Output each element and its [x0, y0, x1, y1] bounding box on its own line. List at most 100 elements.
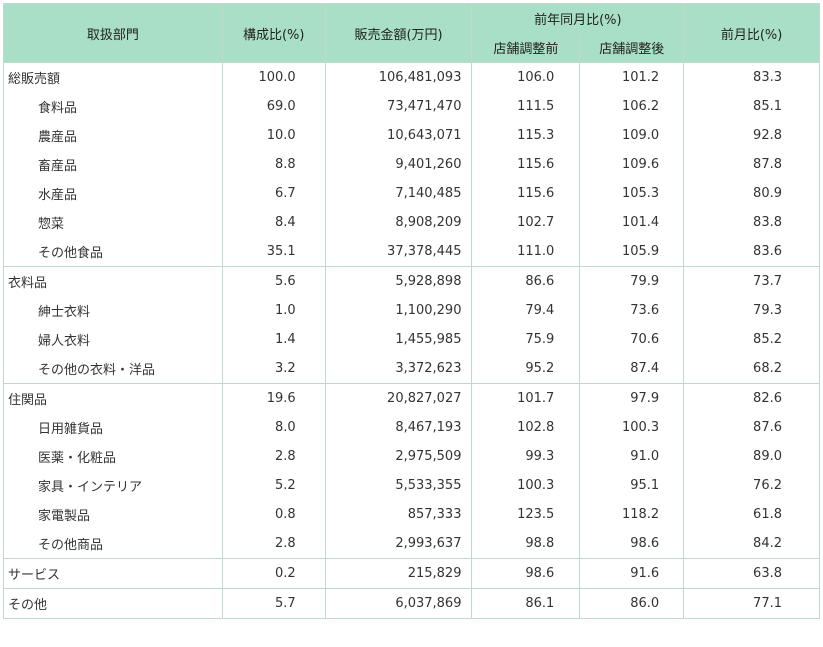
mom-value: 68.2	[683, 354, 820, 384]
yoy-after-value: 91.0	[579, 442, 685, 471]
header-yoy-after: 店舗調整後	[579, 33, 685, 63]
yoy-before-value: 86.1	[471, 588, 581, 619]
composition-value: 8.4	[221, 208, 326, 237]
table-row: その他食品 35.1 37,378,445 111.0 105.9 83.6	[3, 237, 820, 267]
table-row: 畜産品 8.8 9,401,260 115.6 109.6 87.8	[3, 150, 820, 179]
yoy-after-value: 79.9	[579, 266, 685, 296]
yoy-before-value: 102.7	[471, 208, 581, 237]
table-row: 家電製品 0.8 857,333 123.5 118.2 61.8	[3, 500, 820, 529]
mom-value: 87.8	[683, 150, 820, 179]
composition-value: 8.0	[221, 413, 326, 442]
sales-value: 5,928,898	[324, 266, 473, 296]
composition-value: 5.2	[221, 471, 326, 500]
sales-value: 10,643,071	[324, 121, 473, 150]
mom-value: 84.2	[683, 529, 820, 559]
table-row: 婦人衣料 1.4 1,455,985 75.9 70.6 85.2	[3, 325, 820, 354]
department-name: サービス	[3, 558, 223, 589]
sales-value: 1,455,985	[324, 325, 473, 354]
yoy-after-value: 109.6	[579, 150, 685, 179]
table-row: その他の衣料・洋品 3.2 3,372,623 95.2 87.4 68.2	[3, 354, 820, 384]
sales-value: 1,100,290	[324, 296, 473, 325]
yoy-before-value: 123.5	[471, 500, 581, 529]
sales-value: 6,037,869	[324, 588, 473, 619]
mom-value: 80.9	[683, 179, 820, 208]
mom-value: 83.6	[683, 237, 820, 267]
yoy-after-value: 118.2	[579, 500, 685, 529]
yoy-after-value: 100.3	[579, 413, 685, 442]
department-name: その他	[3, 588, 223, 619]
mom-value: 63.8	[683, 558, 820, 589]
department-name: 総販売額	[3, 62, 223, 92]
table-row: サービス 0.2 215,829 98.6 91.6 63.8	[3, 558, 820, 589]
yoy-after-value: 87.4	[579, 354, 685, 384]
table-header: 取扱部門 構成比(%) 販売金額(万円) 前年同月比(%) 前月比(%) 店舗調…	[3, 3, 820, 63]
mom-value: 77.1	[683, 588, 820, 619]
yoy-after-value: 98.6	[579, 529, 685, 559]
department-name: 婦人衣料	[3, 325, 223, 354]
department-name: 日用雑貨品	[3, 413, 223, 442]
yoy-after-value: 105.9	[579, 237, 685, 267]
mom-value: 85.1	[683, 92, 820, 121]
department-name: 衣料品	[3, 266, 223, 296]
yoy-before-value: 75.9	[471, 325, 581, 354]
department-name: 食料品	[3, 92, 223, 121]
composition-value: 1.4	[221, 325, 326, 354]
department-name: 惣菜	[3, 208, 223, 237]
mom-value: 61.8	[683, 500, 820, 529]
table-row: 住関品 19.6 20,827,027 101.7 97.9 82.6	[3, 383, 820, 413]
yoy-before-value: 100.3	[471, 471, 581, 500]
mom-value: 76.2	[683, 471, 820, 500]
composition-value: 19.6	[221, 383, 326, 413]
header-sales: 販売金額(万円)	[324, 3, 473, 63]
yoy-after-value: 106.2	[579, 92, 685, 121]
sales-value: 7,140,485	[324, 179, 473, 208]
yoy-before-value: 115.6	[471, 150, 581, 179]
sales-value: 215,829	[324, 558, 473, 589]
sales-table: 取扱部門 構成比(%) 販売金額(万円) 前年同月比(%) 前月比(%) 店舗調…	[3, 3, 820, 619]
composition-value: 69.0	[221, 92, 326, 121]
composition-value: 5.7	[221, 588, 326, 619]
yoy-after-value: 101.4	[579, 208, 685, 237]
composition-value: 2.8	[221, 442, 326, 471]
sales-value: 8,467,193	[324, 413, 473, 442]
table-row: 紳士衣料 1.0 1,100,290 79.4 73.6 79.3	[3, 296, 820, 325]
mom-value: 83.8	[683, 208, 820, 237]
yoy-before-value: 99.3	[471, 442, 581, 471]
header-yoy: 前年同月比(%)	[471, 3, 685, 34]
composition-value: 1.0	[221, 296, 326, 325]
yoy-before-value: 98.8	[471, 529, 581, 559]
composition-value: 5.6	[221, 266, 326, 296]
table-row: 食料品 69.0 73,471,470 111.5 106.2 85.1	[3, 92, 820, 121]
department-name: その他食品	[3, 237, 223, 267]
sales-value: 8,908,209	[324, 208, 473, 237]
composition-value: 10.0	[221, 121, 326, 150]
department-name: 家電製品	[3, 500, 223, 529]
header-composition: 構成比(%)	[221, 3, 326, 63]
department-name: 畜産品	[3, 150, 223, 179]
composition-value: 0.2	[221, 558, 326, 589]
yoy-after-value: 73.6	[579, 296, 685, 325]
table-row: 惣菜 8.4 8,908,209 102.7 101.4 83.8	[3, 208, 820, 237]
yoy-after-value: 86.0	[579, 588, 685, 619]
yoy-after-value: 95.1	[579, 471, 685, 500]
composition-value: 3.2	[221, 354, 326, 384]
yoy-before-value: 79.4	[471, 296, 581, 325]
mom-value: 73.7	[683, 266, 820, 296]
department-name: 水産品	[3, 179, 223, 208]
composition-value: 6.7	[221, 179, 326, 208]
department-name: 家具・インテリア	[3, 471, 223, 500]
sales-value: 37,378,445	[324, 237, 473, 267]
department-name: その他の衣料・洋品	[3, 354, 223, 384]
table-row: 農産品 10.0 10,643,071 115.3 109.0 92.8	[3, 121, 820, 150]
header-yoy-before: 店舗調整前	[471, 33, 581, 63]
composition-value: 100.0	[221, 62, 326, 92]
table-row: その他 5.7 6,037,869 86.1 86.0 77.1	[3, 588, 820, 619]
header-department: 取扱部門	[3, 3, 223, 63]
yoy-after-value: 109.0	[579, 121, 685, 150]
yoy-before-value: 101.7	[471, 383, 581, 413]
header-mom: 前月比(%)	[683, 3, 820, 63]
yoy-before-value: 115.6	[471, 179, 581, 208]
yoy-before-value: 98.6	[471, 558, 581, 589]
mom-value: 85.2	[683, 325, 820, 354]
table-row: 家具・インテリア 5.2 5,533,355 100.3 95.1 76.2	[3, 471, 820, 500]
